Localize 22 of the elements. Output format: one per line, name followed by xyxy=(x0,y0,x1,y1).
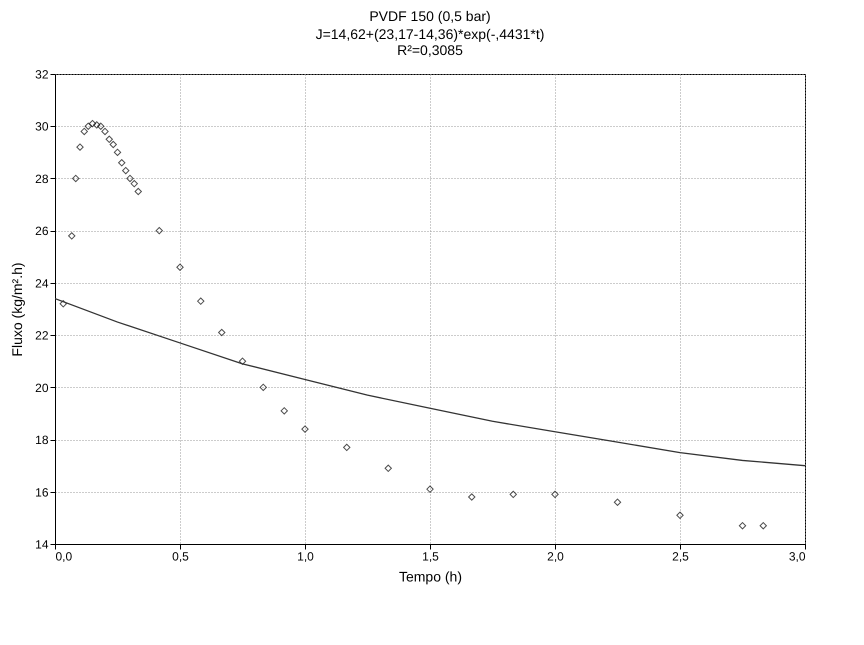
y-tick-label: 14 xyxy=(35,538,49,552)
y-axis-title: Fluxo (kg/m².h) xyxy=(9,262,26,357)
line-series xyxy=(55,298,805,466)
y-tick-label: 18 xyxy=(35,433,49,448)
x-tick-label: 1,5 xyxy=(422,550,440,564)
y-tick-label: 22 xyxy=(35,328,49,343)
y-tick-label: 24 xyxy=(35,276,49,290)
y-tick-label: 20 xyxy=(35,380,49,395)
chart-title: PVDF 150 (0,5 bar) xyxy=(369,8,491,24)
x-tick-label: 2,5 xyxy=(672,550,690,564)
x-tick-label: 2,0 xyxy=(547,550,564,564)
y-tick-label: 30 xyxy=(35,120,49,134)
x-tick-label: 3,0 xyxy=(788,550,806,564)
x-tick-label: 1,0 xyxy=(297,550,314,564)
y-tick-label: 28 xyxy=(35,172,49,186)
x-axis-title: Tempo (h) xyxy=(398,568,462,584)
chart-subtitle: J=14,62+(23,17-14,36)*exp(-,4431*t) R²=0,3085 xyxy=(316,26,544,58)
x-tick-label: 0,0 xyxy=(56,550,73,564)
y-tick-label: 26 xyxy=(35,224,49,238)
y-tick-label: 16 xyxy=(35,485,49,500)
x-tick-label: 0,5 xyxy=(172,550,190,564)
y-tick-label: 32 xyxy=(35,68,49,82)
